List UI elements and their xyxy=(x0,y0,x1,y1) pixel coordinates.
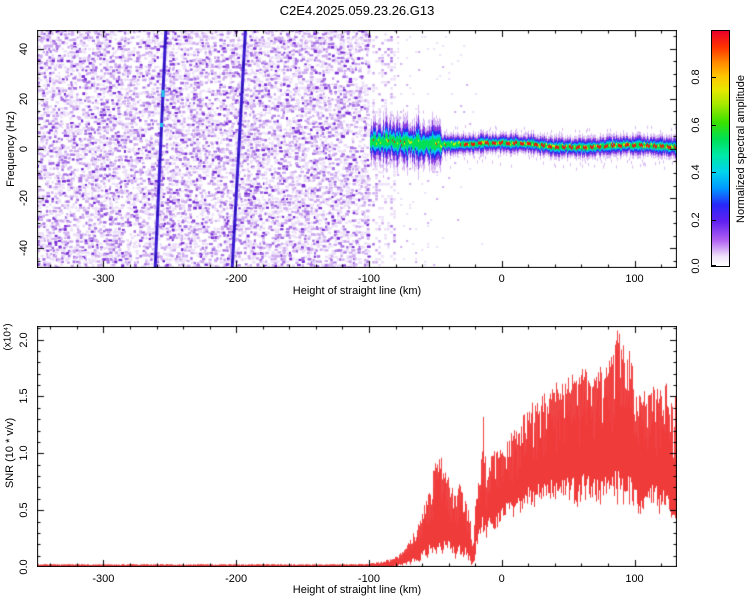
colorbar-tickmark xyxy=(712,220,716,221)
colorbar-tick-label: 0.2 xyxy=(690,211,702,228)
colorbar-label: Normalized spectral amplitude xyxy=(735,75,747,223)
top-y-tick-label: -20 xyxy=(18,190,30,207)
top-x-tick-label: 100 xyxy=(625,273,644,285)
colorbar-tick-label: 0.4 xyxy=(690,164,702,180)
bottom-x-tick-label: 100 xyxy=(625,573,644,585)
top-x-tick-label: -200 xyxy=(225,273,248,285)
bottom-y-tick-label: 1.0 xyxy=(18,445,30,461)
bottom-y-axis-label: SNR (10 * v/v) xyxy=(4,417,16,489)
colorbar-tickmark xyxy=(712,77,716,78)
colorbar-tickmark xyxy=(712,125,716,126)
top-y-tick-label: -40 xyxy=(18,240,30,257)
top-x-tick-label: -300 xyxy=(92,273,115,285)
chart-title: C2E4.2025.059.23.26.G13 xyxy=(279,3,435,18)
top-x-axis-label: Height of straight line (km) xyxy=(292,285,422,297)
top-y-tick-label: 20 xyxy=(18,92,30,105)
colorbar-tick-label: 0.0 xyxy=(690,258,702,274)
top-y-tick-label: 40 xyxy=(18,42,30,56)
colorbar-tick-label: 0.6 xyxy=(690,117,702,133)
bottom-x-tick-label: -100 xyxy=(357,573,380,585)
bottom-x-tick-label: -200 xyxy=(225,573,248,585)
top-x-tick-label: 0 xyxy=(498,273,505,285)
spectrogram-canvas xyxy=(37,30,677,268)
colorbar-gradient xyxy=(711,30,730,267)
bottom-y-tick-label: 0.0 xyxy=(18,559,30,575)
colorbar-tick-label: 0.8 xyxy=(690,69,702,86)
colorbar-tickmark xyxy=(712,172,716,173)
snr-plot-canvas xyxy=(37,326,677,567)
bottom-y-tick-label: 2.0 xyxy=(18,331,30,348)
bottom-y-tick-label: 0.5 xyxy=(18,502,30,518)
bottom-x-axis-label: Height of straight line (km) xyxy=(292,584,422,596)
top-y-tick-label: 0 xyxy=(18,145,30,152)
bottom-x-tick-label: 0 xyxy=(498,573,505,585)
top-x-tick-label: -100 xyxy=(357,273,380,285)
top-y-axis-label: Frequency (Hz) xyxy=(5,111,17,187)
y-scale-note: (x10⁴) xyxy=(2,323,14,351)
bottom-y-tick-label: 1.5 xyxy=(18,388,30,405)
bottom-x-tick-label: -300 xyxy=(92,573,115,585)
colorbar-tickmark xyxy=(712,265,716,266)
